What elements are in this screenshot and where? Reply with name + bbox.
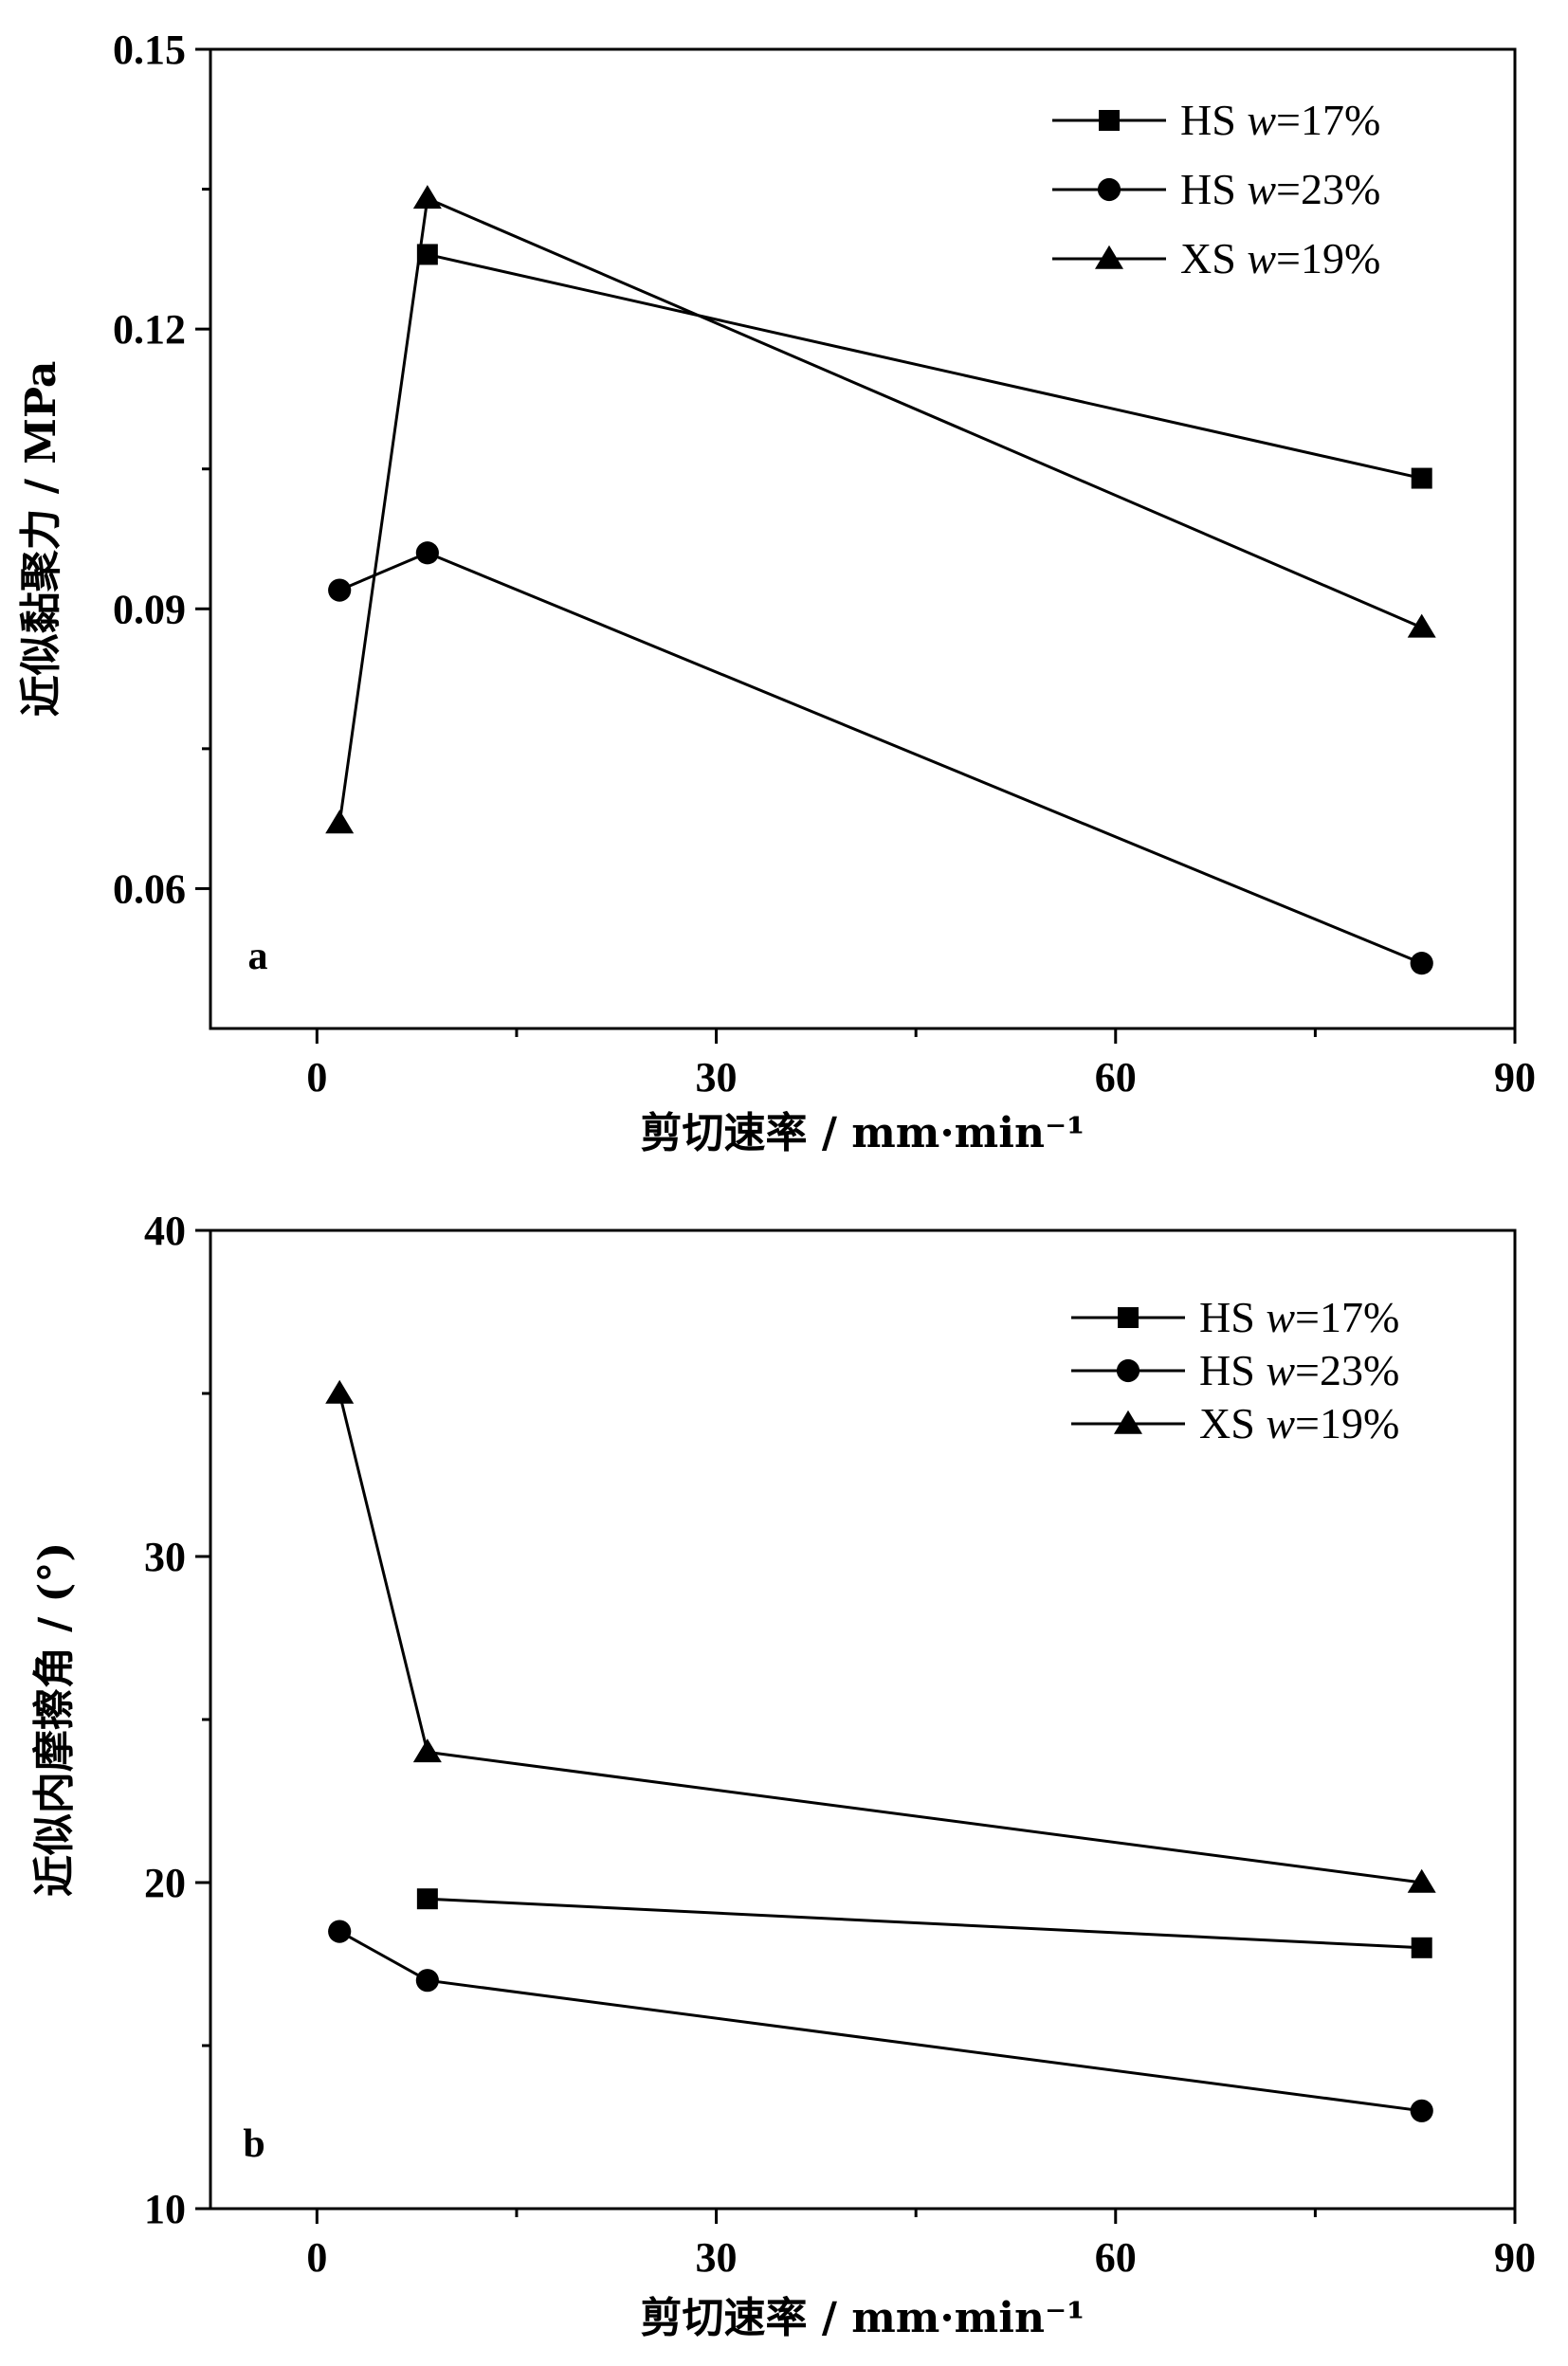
y-tick-label: 20: [144, 1860, 186, 1906]
legend-label: HS w=17%: [1180, 96, 1380, 144]
series-line-square: [427, 252, 1423, 481]
series-line-triangle: [337, 1392, 1422, 1884]
legend-marker-square: [1118, 1307, 1139, 1328]
data-point-square: [416, 1888, 438, 1910]
series-line-triangle: [337, 196, 1423, 824]
x-tick-label: 90: [1494, 1054, 1536, 1101]
data-point-circle: [1410, 2099, 1433, 2122]
legend-marker-triangle: [1113, 1410, 1143, 1434]
y-tick-label: 0.06: [113, 865, 186, 912]
data-point-circle: [415, 1969, 439, 1993]
legend-marker-circle: [1097, 177, 1121, 202]
data-point-square: [416, 244, 438, 265]
legend-label: HS w=17%: [1199, 1293, 1399, 1341]
panel-letter: b: [243, 2122, 264, 2166]
y-tick-label: 0.09: [113, 586, 186, 632]
x-tick-label: 30: [696, 1054, 738, 1101]
y-tick-label: 10: [144, 2186, 186, 2232]
x-tick-label: 60: [1095, 1054, 1137, 1101]
data-point-circle: [328, 1920, 352, 1943]
data-point-triangle: [325, 1379, 355, 1404]
legend-marker-circle: [1116, 1358, 1140, 1383]
y-tick-label: 40: [144, 1208, 186, 1254]
y-tick-label: 30: [144, 1534, 186, 1580]
data-point-square: [1411, 1937, 1432, 1958]
chart-panel-b: 0 30 60 90 10 20 30 40 剪切速率 / mm·min⁻¹ 近似内摩擦角 / (…: [30, 1208, 1536, 2342]
data-point-triangle: [325, 810, 355, 834]
data-point-square: [1411, 467, 1432, 489]
data-point-triangle: [412, 185, 442, 209]
x-tick-label: 60: [1095, 2234, 1137, 2281]
data-point-circle: [1410, 952, 1433, 975]
x-tick-label: 90: [1494, 2234, 1536, 2281]
x-tick-label: 0: [306, 2234, 327, 2281]
legend-label: HS w=23%: [1199, 1346, 1399, 1394]
series-line-square: [427, 1897, 1422, 1950]
data-point-circle: [415, 541, 439, 565]
data-point-circle: [328, 578, 352, 602]
plot-frame: [209, 47, 1517, 1030]
panel-letter: a: [248, 935, 268, 978]
data-point-triangle: [412, 1738, 442, 1763]
x-tick-label: 30: [696, 2234, 738, 2281]
series-line-circle: [338, 1930, 1422, 2113]
x-axis-label: 剪切速率 / mm·min⁻¹: [641, 2294, 1085, 2342]
legend-label: HS w=23%: [1180, 165, 1380, 213]
chart-panel-a: 0 30 60 90 0.06 0.09 0.12 0.15 剪切速率 / mm·min⁻¹ 近似…: [17, 27, 1536, 1157]
legend-marker-triangle: [1094, 245, 1124, 269]
series-line-circle: [338, 551, 1423, 965]
x-axis-label: 剪切速率 / mm·min⁻¹: [641, 1109, 1085, 1157]
data-point-triangle: [1407, 1868, 1436, 1893]
x-tick-label: 0: [306, 1054, 327, 1101]
data-point-triangle: [1407, 613, 1436, 638]
legend-label: XS w=19%: [1199, 1399, 1399, 1447]
y-axis-label: 近似黏聚力 / MPa: [17, 361, 65, 718]
legend-marker-square: [1099, 110, 1120, 131]
y-axis-label: 近似内摩擦角 / (°): [30, 1542, 79, 1897]
y-tick-label: 0.12: [113, 306, 186, 353]
y-tick-label: 0.15: [113, 27, 186, 73]
legend-label: XS w=19%: [1180, 234, 1380, 282]
